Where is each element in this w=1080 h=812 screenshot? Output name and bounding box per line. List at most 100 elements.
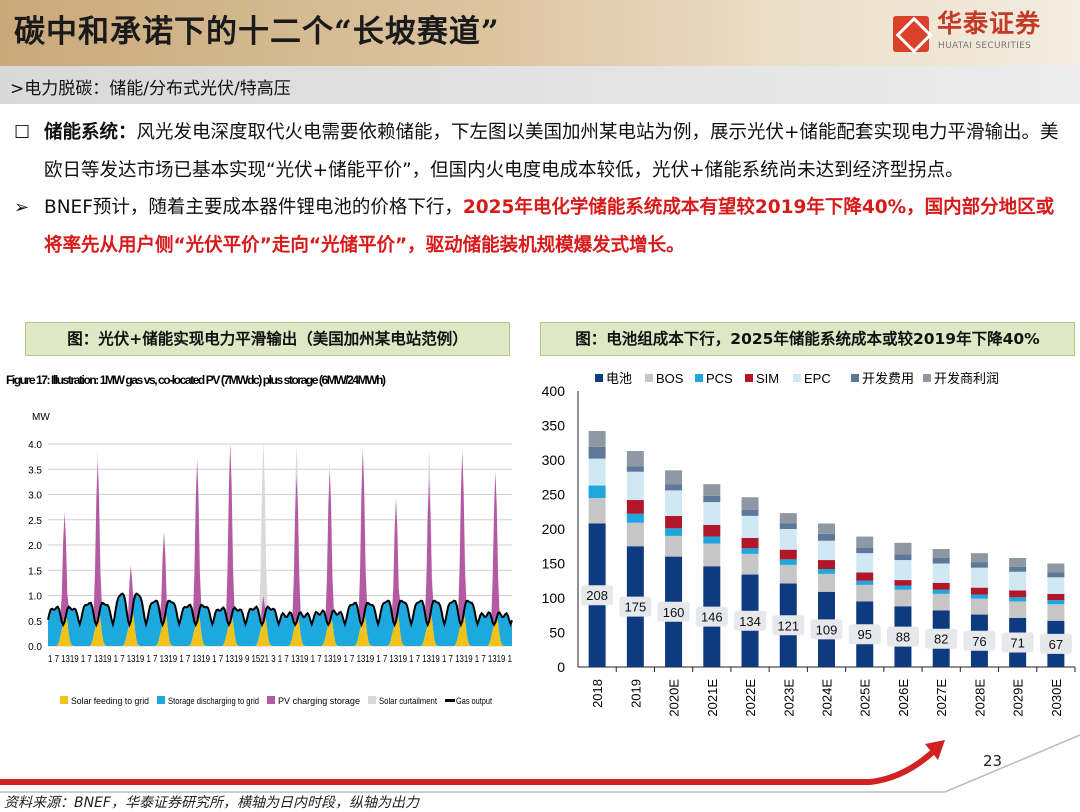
bar-segment-开发商利润 [588,431,606,447]
legend-label: 开发商利润 [934,371,999,386]
bar-segment-EPC [818,540,835,561]
bar-segment-BOS [588,497,606,524]
bar-segment-BOS [779,564,797,584]
section-title: >电力脱碳：储能/分布式光伏/特高压 [10,79,291,99]
data-label-box [581,585,614,606]
bar-segment-PCS [970,594,988,599]
x-tick-label: 2019 [628,679,643,708]
paragraph-text: 风光发电深度取代火电需要依赖储能，下左图以美国加州某电站为例，展示光伏+储能配套… [44,122,1059,181]
decorative-swoosh [0,734,1080,793]
paragraph-text: BNEF预计，随着主要成本器件锂电池的价格下行， [44,197,463,218]
legend-label: Solar feeding to grid [71,696,149,707]
series-pv-charging-storage [48,444,512,625]
bar-segment-PCS [703,536,721,544]
legend-label: Storage discharging to grid [168,696,259,707]
bar-segment-EPC [626,471,644,501]
bar-segment-SIM [703,524,721,537]
legend-swatch-gas [445,699,455,702]
y-tick-label: 300 [542,452,566,468]
legend-label: PCS [706,371,733,386]
legend-label: SIM [756,371,779,386]
data-label-box [619,596,652,617]
bar-segment-BOS [741,553,759,575]
legend-swatch [745,374,753,382]
bar-segment-开发商利润 [665,470,683,485]
data-label: 67 [1049,637,1063,652]
bar-segment-BOS [1047,604,1065,621]
bar-segment-SIM [1009,590,1027,598]
x-tick-label: 2028E [972,679,987,717]
y-tick-label: 50 [549,625,565,641]
bar-segment-EPC [1009,571,1027,591]
y-tick-label: 150 [542,556,566,572]
bar-segment-开发商利润 [894,542,912,555]
legend-swatch [157,696,165,704]
x-tick-label: 2020E [667,679,682,717]
bar-segment-开发费用 [741,509,759,516]
logo-text-en: HUATAI SECURITIES [938,41,1032,51]
x-tick-label: 2021E [705,679,720,717]
left-chart-caption: 图：光伏+储能实现电力平滑输出（美国加州某电站范例） [25,322,510,356]
bar-segment-BOS [856,584,874,602]
bar-segment-开发费用 [665,484,683,491]
data-label-box [963,630,996,651]
x-tick-label: 2018 [590,679,605,708]
bar-segment-PCS [665,528,683,536]
bar-segment-BOS [665,535,683,557]
bar-segment-EPC [665,490,683,516]
legend-label: Gas output [456,696,492,707]
bar-segment-开发商利润 [1009,557,1027,567]
data-label: 146 [701,610,723,625]
bar-segment-开发费用 [818,533,835,541]
bar-segment-PCS [1047,600,1065,605]
legend-label: Solar curtailment [379,696,437,707]
bar-segment-SIM [665,515,683,529]
red-arrow-icon [925,740,945,760]
bar-segment-开发费用 [932,557,950,564]
x-tick-label: 2026E [896,679,911,717]
y-tick-label: 100 [542,590,566,606]
bar-segment-EPC [1047,577,1065,594]
bar-segment-SIM [894,580,912,586]
bar-segment-开发费用 [588,446,606,459]
bar-segment-EPC [703,502,721,525]
bar-segment-BOS [970,598,988,615]
bar-segment-开发费用 [626,466,644,472]
legend-swatch [267,696,275,704]
data-label: 134 [739,614,761,629]
bar-segment-SIM [741,537,759,549]
bar-segment-开发费用 [894,554,912,561]
y-tick-label: 2.0 [28,541,42,552]
red-swoosh-line [0,747,938,785]
bar-segment-开发费用 [703,495,721,503]
bar-segment-SIM [779,549,797,560]
x-tick-labels: 1 7 1319 1 7 1319 1 7 1319 1 7 1319 1 7 … [48,654,512,665]
bar-segment-开发费用 [1009,566,1027,572]
bar-segment-SIM [856,572,874,581]
bar-segment-EPC [894,560,912,581]
bar-segment-开发商利润 [741,497,759,510]
bar-segment-SIM [818,560,835,570]
bar-segment-PCS [741,548,759,554]
bar-segment-PCS [818,569,835,574]
y-tick-label: 1.0 [28,592,42,603]
data-label: 95 [857,627,871,642]
data-label: 160 [663,605,685,620]
slide-header: 碳中和承诺下的十二个“长坡赛道” 华泰证券 HUATAI SECURITIES [0,0,1080,66]
bar-segment-开发商利润 [970,553,988,563]
data-label: 175 [624,600,646,615]
data-label-box [1001,632,1034,653]
x-tick-label: 2025E [858,679,873,717]
logo-icon [893,16,929,52]
bar-segment-BOS [1009,601,1027,619]
bar-segment-BOS [932,593,950,611]
bar-segment-PCS [626,513,644,523]
legend-label: EPC [804,371,831,386]
bar-segment-PCS [1009,597,1027,602]
data-label-box [657,601,690,622]
data-label: 109 [816,622,838,637]
data-label-box [848,624,881,645]
paragraph-bnef: ➢ BNEF预计，随着主要成本器件锂电池的价格下行，2025年电化学储能系统成本… [14,189,1064,264]
bar-segment-PCS [856,580,874,585]
legend-swatch [645,374,653,382]
